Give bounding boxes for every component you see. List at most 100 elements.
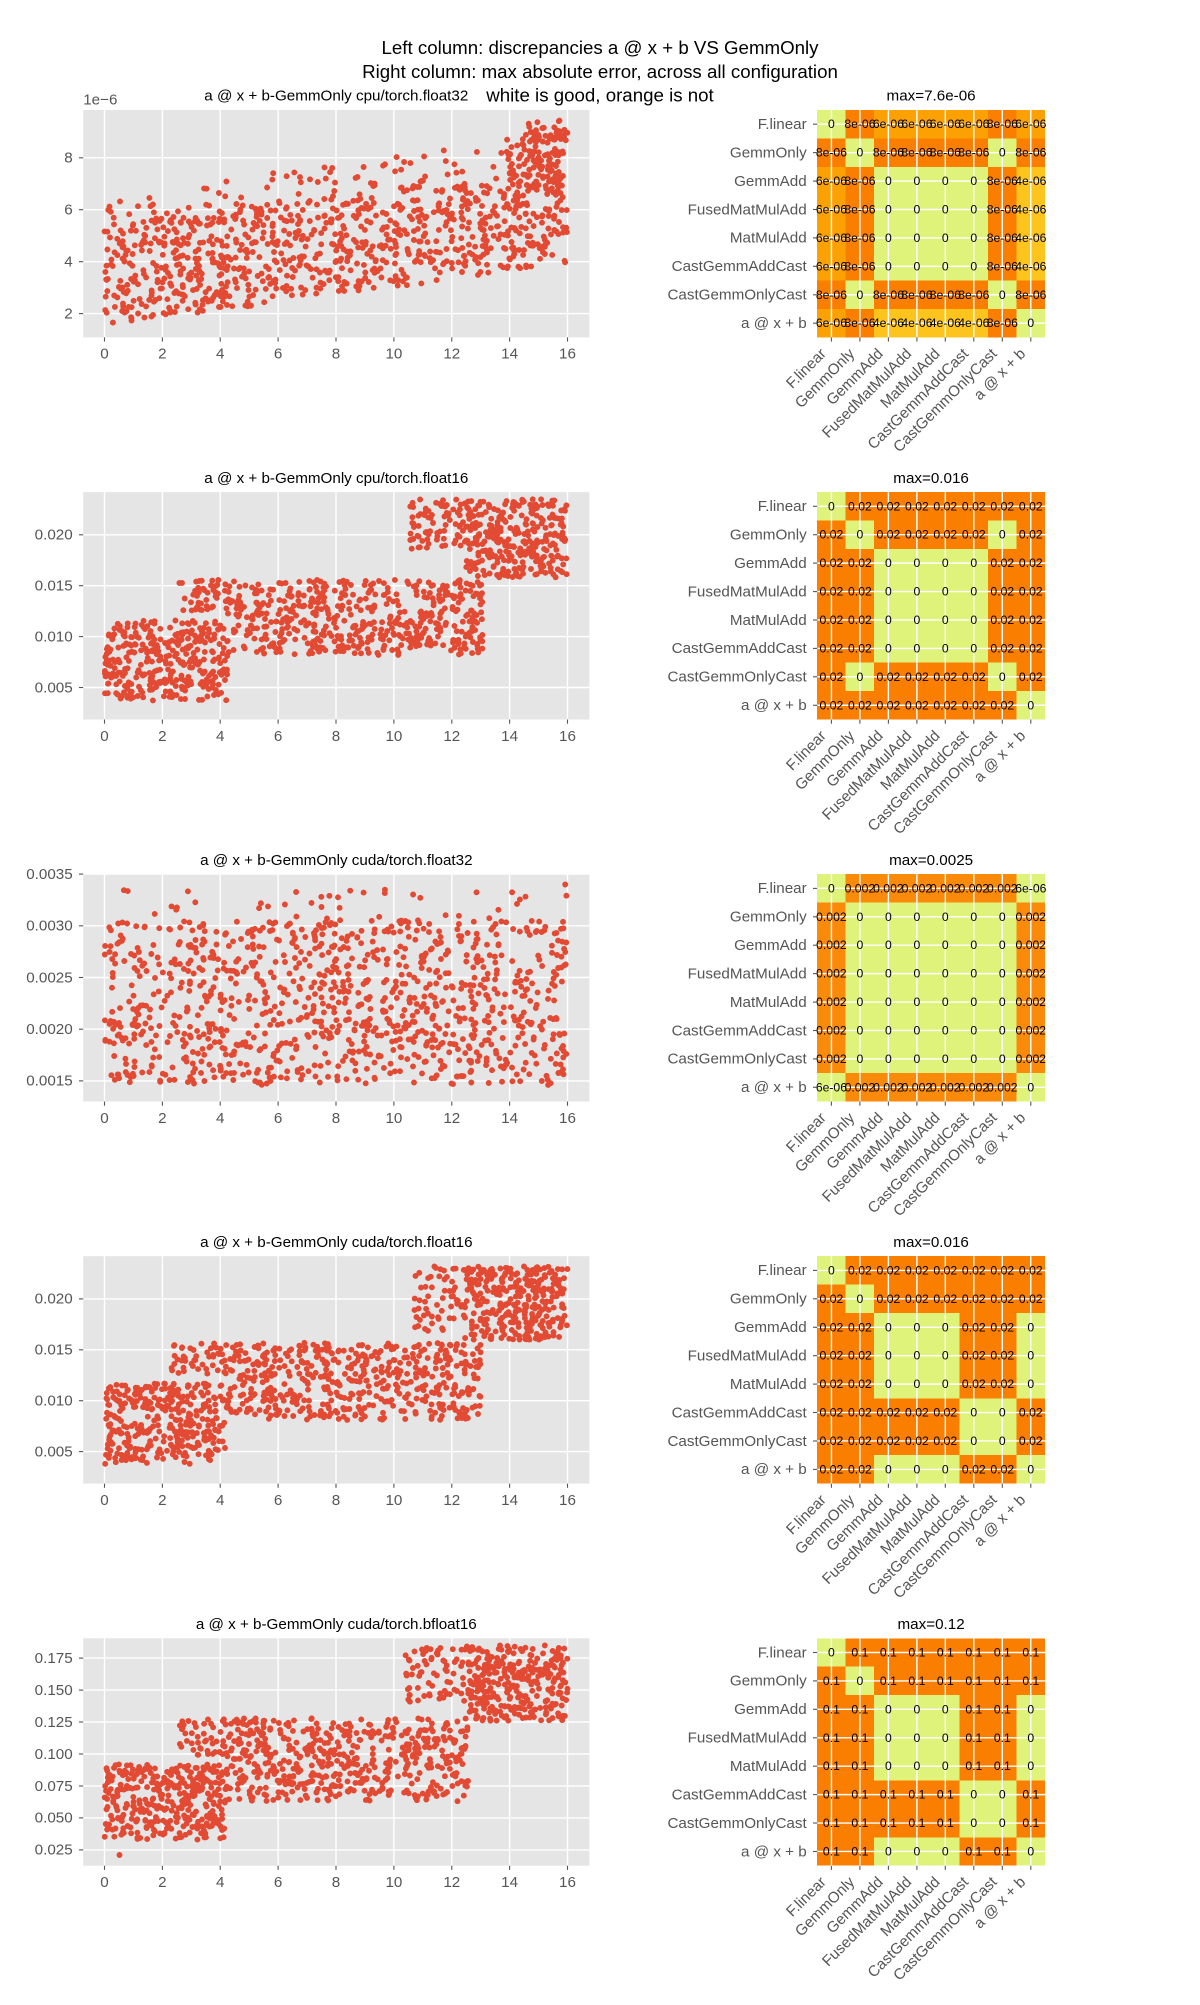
svg-text:white is good, orange is not: white is good, orange is not (485, 85, 714, 106)
svg-text:4e-06: 4e-06 (1015, 203, 1046, 217)
svg-text:6e-06: 6e-06 (958, 117, 989, 131)
svg-text:0.002: 0.002 (902, 1080, 933, 1094)
svg-text:6e-06: 6e-06 (816, 316, 847, 330)
svg-text:12: 12 (443, 346, 460, 363)
svg-text:4: 4 (216, 1110, 224, 1127)
svg-text:0.020: 0.020 (35, 527, 73, 544)
svg-text:4: 4 (216, 1874, 224, 1891)
svg-text:0: 0 (942, 641, 949, 655)
svg-text:0: 0 (1027, 1845, 1034, 1859)
svg-text:0: 0 (970, 613, 977, 627)
svg-text:2: 2 (158, 346, 166, 363)
svg-text:MatMulAdd: MatMulAdd (730, 994, 807, 1011)
svg-text:max=7.6e-06: max=7.6e-06 (887, 88, 976, 105)
svg-text:0: 0 (1027, 316, 1034, 330)
svg-text:MatMulAdd: MatMulAdd (730, 1376, 807, 1393)
svg-text:0: 0 (914, 259, 921, 273)
svg-text:0: 0 (885, 967, 892, 981)
svg-text:0.1: 0.1 (1022, 1646, 1039, 1660)
svg-text:0: 0 (942, 938, 949, 952)
svg-text:0.02: 0.02 (848, 556, 872, 570)
svg-text:0.0030: 0.0030 (26, 918, 72, 935)
svg-text:0: 0 (942, 231, 949, 245)
svg-text:0.020: 0.020 (35, 1291, 73, 1308)
svg-text:0: 0 (999, 910, 1006, 924)
svg-text:14: 14 (501, 1110, 518, 1127)
svg-text:8e-06: 8e-06 (958, 146, 989, 160)
svg-text:8e-06: 8e-06 (987, 203, 1018, 217)
svg-text:0.1: 0.1 (994, 1702, 1011, 1716)
svg-text:8e-06: 8e-06 (987, 231, 1018, 245)
svg-text:6: 6 (274, 728, 282, 745)
svg-text:0.02: 0.02 (848, 585, 872, 599)
svg-text:0: 0 (942, 1052, 949, 1066)
svg-text:0: 0 (828, 1646, 835, 1660)
svg-text:0: 0 (1027, 1377, 1034, 1391)
svg-text:0.010: 0.010 (35, 1393, 73, 1410)
svg-text:GemmAdd: GemmAdd (734, 937, 807, 954)
svg-text:0.1: 0.1 (823, 1845, 840, 1859)
svg-text:0.1: 0.1 (908, 1646, 925, 1660)
svg-text:FusedMatMulAdd: FusedMatMulAdd (688, 1730, 807, 1747)
svg-text:0: 0 (857, 1292, 864, 1306)
svg-text:12: 12 (443, 1110, 460, 1127)
svg-text:8: 8 (64, 150, 72, 167)
svg-text:0: 0 (914, 910, 921, 924)
svg-text:6e-06: 6e-06 (816, 174, 847, 188)
svg-text:0: 0 (914, 938, 921, 952)
svg-text:0: 0 (885, 259, 892, 273)
svg-text:8: 8 (332, 346, 340, 363)
svg-text:F.linear: F.linear (758, 1262, 807, 1279)
svg-text:CastGemmOnlyCast: CastGemmOnlyCast (667, 1433, 807, 1450)
svg-text:GemmOnly: GemmOnly (730, 909, 807, 926)
svg-text:0.02: 0.02 (1019, 613, 1043, 627)
svg-text:0.002: 0.002 (816, 938, 847, 952)
svg-text:0.002: 0.002 (845, 1080, 876, 1094)
svg-text:0: 0 (828, 1263, 835, 1277)
svg-text:0.002: 0.002 (873, 881, 904, 895)
svg-text:10: 10 (385, 1492, 402, 1509)
svg-text:CastGemmOnlyCast: CastGemmOnlyCast (667, 1051, 807, 1068)
svg-text:0: 0 (857, 1052, 864, 1066)
svg-text:F.linear: F.linear (758, 1644, 807, 1661)
svg-text:0.02: 0.02 (905, 1406, 929, 1420)
svg-text:CastGemmOnlyCast: CastGemmOnlyCast (667, 1815, 807, 1832)
svg-text:0: 0 (999, 670, 1006, 684)
svg-text:0: 0 (857, 995, 864, 1009)
svg-text:0.02: 0.02 (1019, 641, 1043, 655)
svg-text:0: 0 (914, 1052, 921, 1066)
svg-text:0.02: 0.02 (820, 613, 844, 627)
svg-text:8e-06: 8e-06 (1015, 146, 1046, 160)
svg-text:0.02: 0.02 (990, 1377, 1014, 1391)
svg-text:0: 0 (942, 1349, 949, 1363)
svg-text:0.02: 0.02 (905, 528, 929, 542)
svg-text:0.1: 0.1 (994, 1845, 1011, 1859)
svg-text:0: 0 (885, 910, 892, 924)
svg-text:8e-06: 8e-06 (844, 316, 875, 330)
svg-text:6e-06: 6e-06 (1015, 881, 1046, 895)
svg-text:0.002: 0.002 (1016, 1052, 1047, 1066)
svg-text:10: 10 (385, 1110, 402, 1127)
svg-text:GemmAdd: GemmAdd (734, 1701, 807, 1718)
svg-text:0.100: 0.100 (35, 1746, 73, 1763)
svg-text:0: 0 (885, 231, 892, 245)
svg-text:12: 12 (443, 1874, 460, 1891)
svg-text:6e-06: 6e-06 (816, 1080, 847, 1094)
svg-text:0: 0 (970, 1788, 977, 1802)
svg-text:0.02: 0.02 (933, 670, 957, 684)
svg-text:0.02: 0.02 (962, 1320, 986, 1334)
svg-text:FusedMatMulAdd: FusedMatMulAdd (688, 201, 807, 218)
svg-text:0: 0 (970, 1406, 977, 1420)
svg-text:0.002: 0.002 (1016, 995, 1047, 1009)
svg-text:0: 0 (885, 613, 892, 627)
svg-text:6: 6 (274, 1492, 282, 1509)
svg-text:0.0035: 0.0035 (26, 866, 72, 883)
svg-text:0.1: 0.1 (965, 1674, 982, 1688)
svg-text:0.02: 0.02 (848, 641, 872, 655)
svg-text:8e-06: 8e-06 (930, 146, 961, 160)
svg-text:0.002: 0.002 (930, 881, 961, 895)
svg-text:0.02: 0.02 (990, 613, 1014, 627)
svg-text:0: 0 (999, 1052, 1006, 1066)
svg-text:8: 8 (332, 1874, 340, 1891)
svg-text:0.0025: 0.0025 (26, 969, 72, 986)
